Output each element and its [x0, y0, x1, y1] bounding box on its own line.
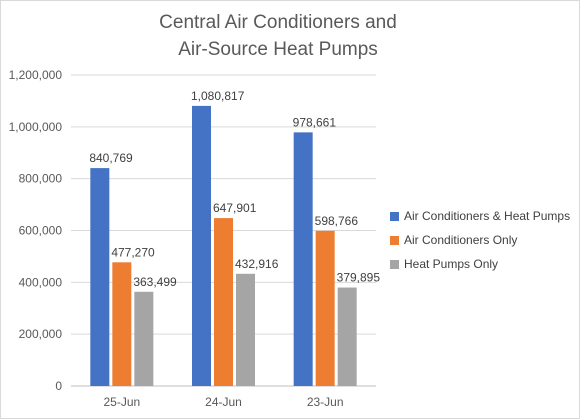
data-label: 432,916	[235, 257, 279, 271]
legend-label: Air Conditioners & Heat Pumps	[404, 209, 570, 223]
chart-title-line-1: Central Air Conditioners and	[159, 12, 397, 33]
bar	[337, 287, 357, 386]
data-label: 1,080,817	[191, 89, 245, 103]
x-axis-ticks: 25-Jun 24-Jun 23-Jun	[103, 395, 343, 409]
data-labels: 840,769 477,270 363,499 1,080,817 647,901 432…	[89, 89, 380, 289]
data-label: 647,901	[213, 201, 257, 215]
y-tick-label: 0	[55, 379, 62, 393]
y-tick-label: 1,000,000	[9, 120, 63, 134]
legend: Air Conditioners & Heat Pumps Air Conditi…	[390, 209, 570, 271]
legend-swatch	[390, 260, 399, 269]
legend-swatch	[390, 236, 399, 245]
bar	[112, 262, 132, 386]
chart-title-line-2: Air-Source Heat Pumps	[178, 39, 378, 60]
x-tick-label: 25-Jun	[103, 395, 140, 409]
bar	[192, 105, 211, 387]
bar	[214, 218, 233, 386]
y-tick-label: 400,000	[19, 275, 63, 289]
y-tick-label: 600,000	[19, 224, 63, 238]
bar	[236, 273, 255, 386]
data-label: 598,766	[315, 214, 359, 228]
bars	[90, 105, 357, 387]
bar	[90, 168, 110, 386]
legend-label: Heat Pumps Only	[404, 257, 498, 271]
data-label: 379,895	[337, 271, 381, 285]
y-tick-label: 800,000	[19, 172, 63, 186]
data-label: 978,661	[293, 115, 337, 129]
bar	[134, 291, 154, 386]
y-tick-label: 1,200,000	[9, 68, 63, 82]
y-tick-label: 200,000	[19, 327, 63, 341]
legend-label: Air Conditioners Only	[404, 233, 517, 247]
legend-swatch	[390, 212, 399, 221]
bar	[293, 132, 313, 386]
data-label: 363,499	[133, 275, 177, 289]
chart-title: Central Air Conditioners and Air-Source …	[159, 12, 397, 60]
y-axis-ticks: 0 200,000 400,000 600,000 800,000 1,000,000 1,…	[9, 68, 63, 393]
x-tick-label: 23-Jun	[307, 395, 344, 409]
x-tick-label: 24-Jun	[205, 395, 242, 409]
bar	[315, 230, 335, 386]
data-label: 477,270	[111, 245, 155, 259]
data-label: 840,769	[89, 151, 133, 165]
